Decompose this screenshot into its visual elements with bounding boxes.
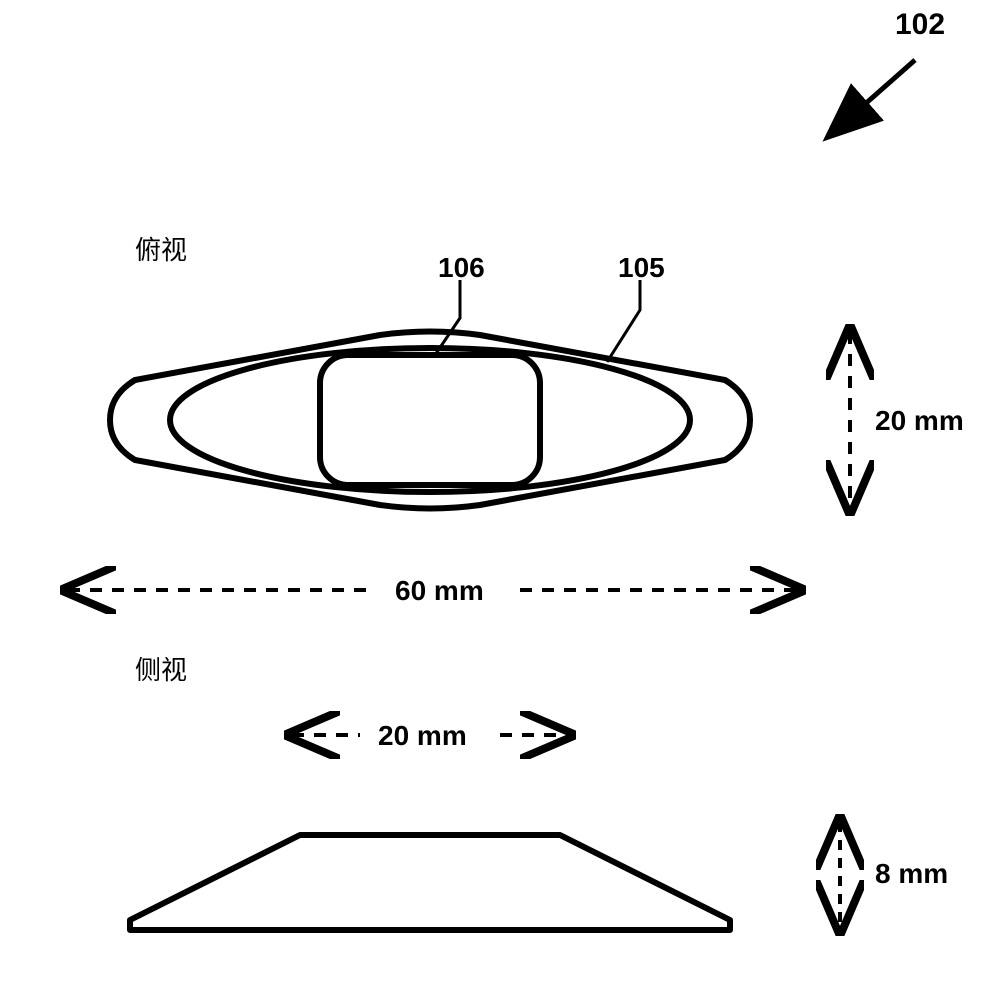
ref-105-label: 105 bbox=[618, 252, 665, 284]
side-view-label: 侧视 bbox=[135, 650, 187, 687]
diagram-canvas bbox=[0, 0, 986, 1000]
dim-60mm-label: 60 mm bbox=[395, 575, 484, 607]
leader-105 bbox=[607, 280, 640, 362]
ref-102-label: 102 bbox=[895, 8, 945, 42]
top-view-outer-shape bbox=[110, 332, 750, 509]
side-view-profile bbox=[130, 835, 730, 930]
top-view-inner-ellipse bbox=[170, 348, 690, 492]
ref-106-label: 106 bbox=[438, 252, 485, 284]
top-view-inner-rect bbox=[320, 355, 540, 485]
top-view-label: 俯视 bbox=[135, 230, 187, 267]
dim-20mm-side-label: 20 mm bbox=[378, 720, 467, 752]
dim-8mm-label: 8 mm bbox=[875, 858, 948, 890]
leader-106 bbox=[435, 280, 460, 355]
ref-arrow-102 bbox=[830, 60, 915, 135]
dim-20mm-top-label: 20 mm bbox=[875, 405, 964, 437]
